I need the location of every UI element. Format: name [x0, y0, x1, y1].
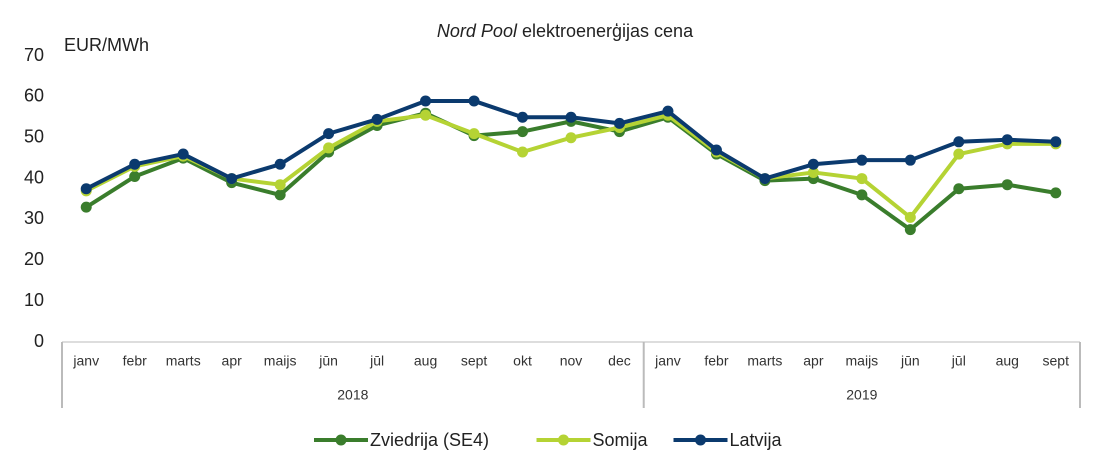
point [1001, 134, 1013, 146]
y-tick-label: 30 [24, 208, 44, 228]
y-tick-label: 40 [24, 167, 44, 187]
point [856, 173, 868, 185]
x-tick-label: marts [747, 353, 782, 369]
x-tick-label: aug [414, 353, 437, 369]
point [323, 142, 335, 154]
point [323, 128, 335, 140]
y-tick-label: 0 [34, 331, 44, 351]
point [1001, 179, 1013, 191]
x-tick-label: apr [803, 353, 824, 369]
point [468, 128, 480, 140]
point [1050, 136, 1062, 148]
point [856, 154, 868, 166]
legend-label: Zviedrija (SE4) [370, 430, 489, 450]
x-tick-label: jūn [900, 353, 920, 369]
legend-label: Latvija [730, 430, 783, 450]
x-tick-label: maijs [846, 353, 879, 369]
point [953, 136, 965, 148]
point [468, 95, 480, 107]
group-label: 2018 [337, 387, 368, 403]
legend-marker [335, 434, 347, 446]
point [807, 166, 819, 178]
x-tick-label: jūl [369, 353, 384, 369]
point [80, 183, 92, 195]
series-line [85, 113, 1056, 220]
x-tick-label: febr [123, 353, 147, 369]
point [274, 189, 286, 201]
y-tick-label: 10 [24, 290, 44, 310]
point [371, 113, 383, 125]
point [420, 109, 432, 121]
legend-marker [695, 434, 706, 446]
point [274, 179, 286, 191]
y-axis-label: EUR/MWh [64, 35, 149, 55]
point [565, 132, 577, 144]
title-rest: elektroenerģijas cena [522, 21, 694, 41]
point [80, 201, 92, 213]
point [904, 224, 916, 236]
point [274, 158, 286, 170]
legend-label: Somija [593, 430, 649, 450]
x-tick-label: apr [222, 353, 243, 369]
legend-marker [558, 434, 569, 446]
x-tick-label: jūn [318, 353, 338, 369]
x-tick-label: nov [560, 353, 583, 369]
point [517, 126, 529, 138]
point [807, 158, 819, 170]
x-tick-label: maijs [264, 353, 297, 369]
point [953, 148, 965, 160]
chart-title: Nord Pool elektroenerģijas cena [437, 21, 694, 41]
point [565, 111, 577, 123]
point [517, 146, 529, 158]
title-italic: Nord Pool [437, 21, 518, 41]
x-tick-label: marts [166, 353, 201, 369]
point [904, 211, 916, 223]
point [662, 105, 674, 117]
y-tick-label: 20 [24, 249, 44, 269]
x-tick-label: febr [704, 353, 728, 369]
y-tick-label: 50 [24, 126, 44, 146]
x-tick-label: aug [996, 353, 1019, 369]
x-tick-label: dec [608, 353, 631, 369]
point [904, 154, 916, 166]
point [420, 95, 432, 107]
point [129, 171, 141, 183]
group-label: 2019 [846, 387, 877, 403]
point [226, 173, 238, 185]
point [1050, 187, 1062, 199]
point [710, 144, 722, 156]
x-tick-label: sept [461, 353, 488, 369]
x-tick-label: janv [654, 353, 681, 369]
point [856, 189, 868, 201]
y-tick-label: 60 [24, 86, 44, 106]
point [517, 111, 529, 123]
x-tick-label: sept [1043, 353, 1070, 369]
point [613, 117, 625, 129]
point [177, 148, 189, 160]
y-tick-label: 70 [24, 45, 44, 65]
x-tick-label: janv [72, 353, 99, 369]
point [129, 158, 141, 170]
point [759, 173, 771, 185]
x-tick-label: okt [513, 353, 532, 369]
x-tick-label: jūl [951, 353, 966, 369]
point [953, 183, 965, 195]
